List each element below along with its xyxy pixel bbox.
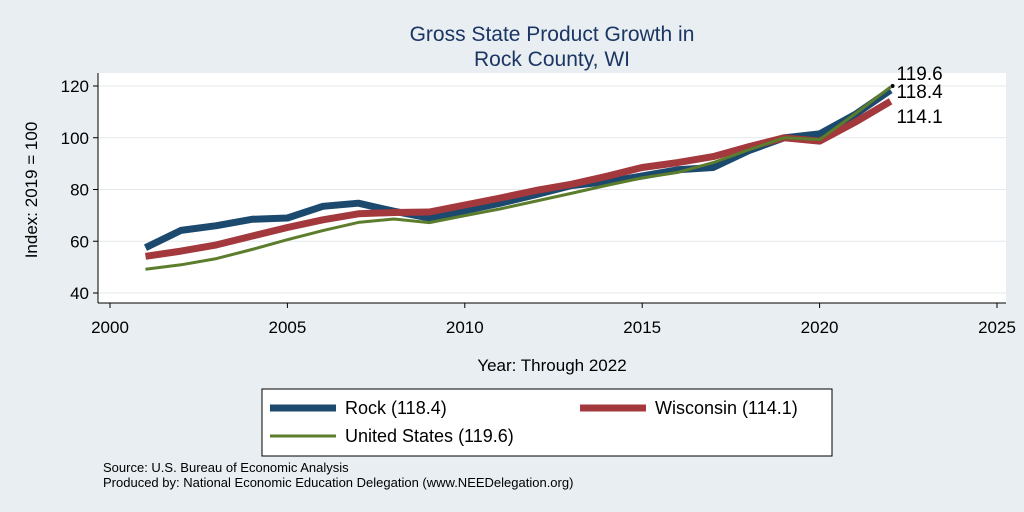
y-tick-label-80: 80	[70, 181, 89, 200]
legend-label-rock: Rock (118.4)	[345, 398, 447, 418]
series-line-united-states	[145, 85, 892, 271]
end-label-rock: 118.4	[897, 82, 944, 103]
x-tick-label-2025: 2025	[978, 318, 1016, 337]
end-label-wisconsin: 114.1	[897, 107, 943, 128]
legend: Rock (118.4) Wisconsin (114.1) United St…	[261, 388, 833, 457]
chart-title-line-2: Rock County, WI	[474, 48, 630, 71]
axes: 40 60 80 100 120 2000 2005 2010 2015 2020 2025	[61, 73, 1016, 337]
x-axis-label: Year: Through 2022	[477, 356, 626, 375]
y-tick-label-100: 100	[61, 129, 89, 148]
legend-box	[261, 388, 833, 457]
x-tick-label-2015: 2015	[623, 318, 661, 337]
x-tick-label-2005: 2005	[268, 318, 306, 337]
y-tick-label-60: 60	[70, 232, 89, 251]
x-tick-label-2020: 2020	[801, 318, 839, 337]
y-tick-label-40: 40	[70, 284, 89, 303]
producer-note: Produced by: National Economic Education…	[103, 475, 573, 490]
series-lines	[143, 85, 893, 271]
x-tick-label-2010: 2010	[446, 318, 484, 337]
y-axis-label: Index: 2019 = 100	[22, 122, 41, 259]
end-label-united-states: 119.6	[897, 64, 943, 85]
x-tick-label-2000: 2000	[91, 318, 129, 337]
source-note: Source: U.S. Bureau of Economic Analysis	[103, 460, 349, 475]
legend-label-wisconsin: Wisconsin (114.1)	[655, 398, 798, 418]
legend-label-united-states: United States (119.6)	[345, 426, 514, 446]
y-tick-label-120: 120	[61, 77, 89, 96]
end-marker-united-states	[890, 84, 895, 89]
chart-title-line-1: Gross State Product Growth in	[410, 23, 695, 46]
